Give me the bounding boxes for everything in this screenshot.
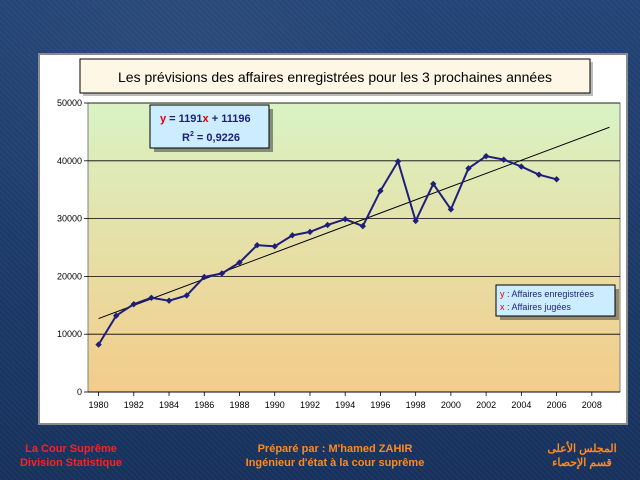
x-tick-label: 1990	[265, 400, 285, 410]
footer-division: Division Statistique	[19, 457, 123, 469]
series-point	[447, 206, 455, 213]
equation-box	[149, 104, 270, 149]
y-tick-label: 0	[77, 387, 82, 397]
legend-text-x: : Affaires jugées	[505, 302, 572, 312]
legend-letter-x: x	[500, 302, 505, 312]
series-point	[271, 243, 278, 250]
x-tick-label: 1986	[194, 400, 214, 410]
y-tick-label: 10000	[57, 329, 82, 339]
legend-letter-y: y	[500, 289, 505, 299]
series-point	[377, 187, 384, 195]
chart-frame: 0 10000 20000 30000 40000 50000 1980 1982 1984 1…	[38, 53, 628, 425]
r2-value: = 0,9226	[194, 132, 240, 144]
chart-title: Les prévisions des affaires enregistrées…	[118, 69, 552, 85]
footer-org-name-arabic: المجلس الأعلى	[547, 443, 617, 455]
series-point	[394, 158, 402, 165]
series-point	[465, 165, 472, 172]
footer-division-arabic: قسم الإحصاء	[552, 457, 612, 469]
series-point	[236, 259, 243, 266]
r2-label: R	[182, 132, 190, 144]
equation-x-var: x	[203, 113, 210, 125]
series-point	[253, 241, 261, 249]
footer-left: La Cour Suprême Division Statistique	[6, 442, 136, 470]
footer-right: المجلس الأعلى قسم الإحصاء	[530, 442, 634, 470]
equation-text: y = 1191x + 11196	[160, 113, 251, 125]
footer-org-name: La Cour Suprême	[25, 443, 117, 455]
title-box	[79, 58, 591, 94]
x-tick-label: 2008	[582, 400, 602, 410]
series-point	[482, 152, 490, 160]
x-tick-label: 1996	[370, 400, 390, 410]
equation-slope: 1191	[179, 113, 203, 125]
series-point	[500, 156, 507, 163]
series-point	[289, 232, 296, 239]
series-point	[341, 215, 349, 223]
y-axis: 0 10000 20000 30000 40000 50000	[57, 98, 88, 397]
x-tick-label: 2006	[547, 400, 567, 410]
series-markers	[95, 152, 560, 348]
series-point	[130, 300, 138, 308]
series-point	[95, 341, 102, 348]
x-tick-label: 2002	[476, 400, 496, 410]
y-tick-label: 50000	[57, 98, 82, 108]
series-point	[553, 176, 560, 183]
series-point	[412, 217, 419, 225]
footer-author: Préparé par : M'hamed ZAHIR Ingénieur d'…	[205, 442, 465, 470]
series-point	[324, 221, 331, 229]
equation-eq: =	[166, 113, 179, 125]
footer-prepared-by: Préparé par : M'hamed ZAHIR	[257, 443, 413, 455]
y-tick-label: 20000	[57, 271, 82, 281]
equation-rest: + 11196	[209, 113, 251, 125]
x-tick-label: 1982	[124, 400, 144, 410]
x-tick-label: 1984	[159, 400, 179, 410]
equation-y-var: y	[160, 113, 167, 125]
x-tick-label: 1992	[300, 400, 320, 410]
x-tick-label: 1994	[335, 400, 355, 410]
series-point	[183, 292, 190, 299]
x-tick-label: 1988	[229, 400, 249, 410]
x-tick-label: 2004	[511, 400, 531, 410]
y-tick-label: 30000	[57, 214, 82, 224]
series-point	[306, 228, 314, 236]
series-point	[218, 270, 226, 277]
y-tick-label: 40000	[57, 156, 82, 166]
legend-entry-x: x : Affaires jugées	[500, 302, 571, 312]
r2-sup: 2	[190, 131, 194, 138]
x-axis: 1980 1982 1984 1986 1988 1990 1992 1994 1996 1998…	[88, 391, 620, 410]
legend-box	[495, 284, 616, 317]
legend-entry-y: y : Affaires enregistrées	[500, 289, 594, 299]
legend-text-y: : Affaires enregistrées	[505, 289, 595, 299]
x-tick-label: 2000	[441, 400, 461, 410]
r2-text: R2 = 0,9226	[182, 131, 240, 144]
series-point	[112, 312, 120, 319]
series-point	[430, 180, 437, 188]
series-point	[359, 222, 367, 230]
x-tick-label: 1998	[406, 400, 426, 410]
footer-author-title: Ingénieur d'état à la cour suprême	[245, 457, 425, 469]
series-point	[148, 294, 155, 301]
x-tick-label: 1980	[89, 400, 109, 410]
